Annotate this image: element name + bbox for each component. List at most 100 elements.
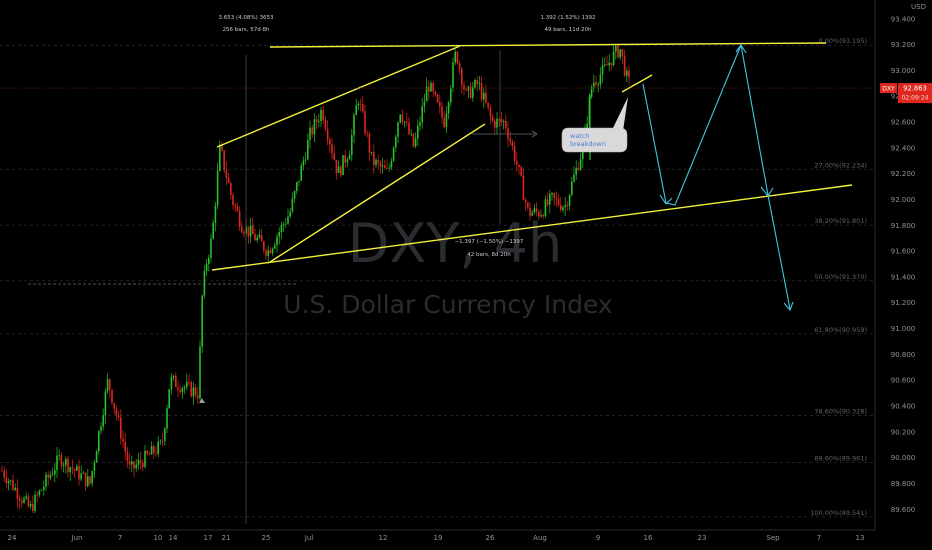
candle-body <box>95 451 98 463</box>
candle <box>102 408 104 431</box>
candle-body <box>478 83 481 85</box>
candle-body <box>392 147 395 161</box>
candle <box>353 112 355 144</box>
watermark-description: U.S. Dollar Currency Index <box>283 290 612 319</box>
candle <box>18 494 21 510</box>
candle <box>401 109 404 125</box>
candle <box>373 144 375 174</box>
candle-body <box>38 490 41 496</box>
candle <box>458 60 461 75</box>
time-tick: 7 <box>118 534 122 542</box>
candle <box>566 201 569 211</box>
candle <box>423 93 426 113</box>
candle <box>172 374 175 381</box>
candle-body <box>423 101 426 107</box>
candle-body <box>621 49 624 56</box>
candle <box>49 470 52 481</box>
candle <box>615 43 617 60</box>
time-axis[interactable]: 24 Jun 7 10 14 17 21 25 Jul 12 19 26 Aug 9 16 23 Sep 7 13 <box>0 529 875 542</box>
candle <box>241 221 243 234</box>
drawings: watch breakdown 3.653 (4.08%) 3653 256 bars… <box>0 15 875 524</box>
candle-body <box>142 462 144 468</box>
candle-body <box>181 388 184 393</box>
candle <box>577 162 580 172</box>
candle <box>307 133 309 161</box>
candle-body <box>243 232 245 234</box>
candle-body <box>287 216 289 224</box>
candle <box>93 459 96 479</box>
candle-body <box>18 498 21 501</box>
candle <box>487 102 489 111</box>
candle-body <box>230 183 232 195</box>
price-tick: 91.400 <box>891 273 916 281</box>
candle <box>23 495 25 505</box>
candle-body <box>384 165 386 169</box>
candle <box>549 189 551 214</box>
time-tick: 23 <box>698 534 707 542</box>
candle-body <box>27 496 30 507</box>
measure-label: −1.397 (−1.50%) −1397 <box>455 239 524 245</box>
candle-body <box>353 115 355 136</box>
time-tick: Aug <box>533 534 547 542</box>
candle-body <box>236 206 239 211</box>
candle-body <box>56 455 58 471</box>
fib-label: 100.00%(89.541) <box>810 509 867 517</box>
candle <box>73 467 76 478</box>
candle-body <box>45 474 47 487</box>
time-tick: 14 <box>169 534 178 542</box>
candle <box>7 478 10 491</box>
candle <box>269 247 272 254</box>
candle <box>337 160 340 173</box>
candle <box>370 151 373 156</box>
candle-body <box>474 80 476 88</box>
candle-body <box>100 426 102 432</box>
time-tick: Sep <box>766 534 780 542</box>
candle-body <box>84 472 87 487</box>
candle <box>386 159 388 170</box>
candle <box>357 100 360 110</box>
candle <box>157 436 159 458</box>
candle-body <box>170 377 173 390</box>
price-tick: 91.200 <box>891 299 916 307</box>
candle-body <box>333 153 335 160</box>
candle-body <box>615 46 617 52</box>
candle-body <box>406 121 408 123</box>
candle-body <box>201 295 203 347</box>
candle-body <box>267 250 269 256</box>
candle <box>331 137 333 160</box>
candle-body <box>210 238 212 258</box>
candle <box>329 137 331 154</box>
candle <box>98 430 100 455</box>
candle <box>82 471 85 474</box>
candle-body <box>397 122 399 137</box>
candle-body <box>282 224 285 225</box>
candle-body <box>309 127 311 141</box>
candle <box>524 197 527 212</box>
candle <box>355 98 357 116</box>
candle <box>546 192 549 208</box>
candle <box>568 193 571 211</box>
time-tick: 13 <box>856 534 865 542</box>
candle <box>544 195 547 218</box>
candle-body <box>205 263 208 271</box>
candle-body <box>157 441 159 454</box>
candle <box>76 463 78 471</box>
candle <box>412 133 415 148</box>
candle-body <box>271 248 274 254</box>
candle <box>410 128 412 137</box>
price-axis[interactable]: USD93.40093.20093.00092.80092.60092.4009… <box>874 0 932 550</box>
candle-body <box>538 211 540 217</box>
candle-body <box>172 375 175 378</box>
candle <box>271 247 274 257</box>
candle <box>542 213 544 219</box>
candle <box>315 115 318 130</box>
candle-body <box>414 138 417 147</box>
candle <box>335 159 338 180</box>
candle-body <box>342 155 344 176</box>
candle-body <box>106 379 109 392</box>
candle-body <box>80 473 82 480</box>
candle <box>555 191 558 208</box>
candle-body <box>280 224 283 233</box>
candle <box>69 466 71 482</box>
